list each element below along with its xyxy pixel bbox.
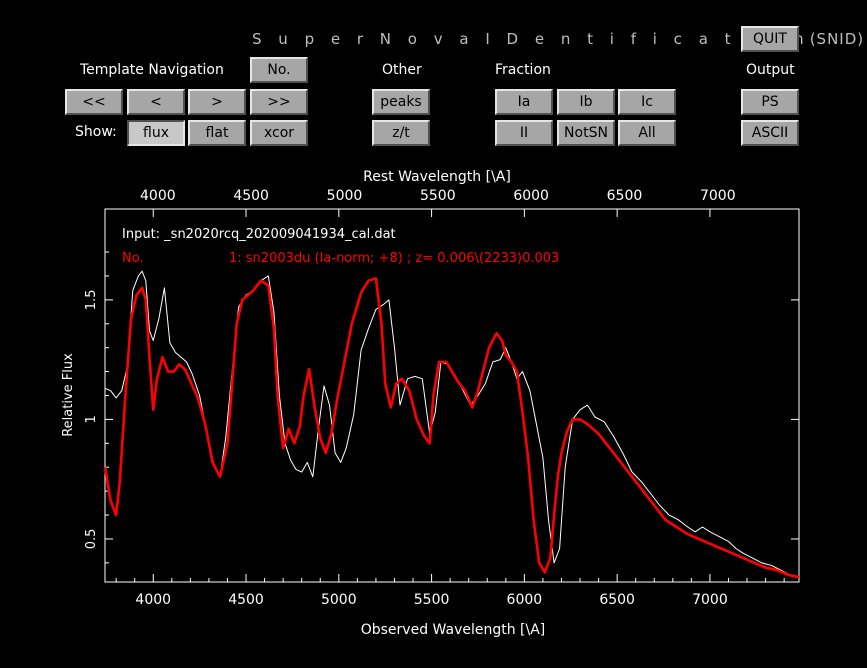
quit-button[interactable]: QUIT	[741, 26, 799, 52]
fraction-notsn-button[interactable]: NotSN	[557, 120, 615, 146]
fraction-ic-button[interactable]: Ic	[618, 89, 676, 115]
y-tick-label: 1	[84, 415, 99, 423]
show-flat-button[interactable]: flat	[188, 120, 246, 146]
next-template-button[interactable]: >	[188, 89, 246, 115]
rest-wavelength-label: Rest Wavelength [\A]	[363, 169, 511, 185]
first-template-button[interactable]: <<	[65, 89, 123, 115]
show-label: Show:	[75, 124, 117, 140]
x-tick-label: 6000	[507, 592, 543, 608]
fraction-ia-button[interactable]: Ia	[495, 89, 553, 115]
rest-tick-label: 4000	[140, 188, 176, 204]
show-flux-button[interactable]: flux	[127, 120, 185, 146]
previous-template-button[interactable]: <	[127, 89, 185, 115]
x-tick-label: 5500	[414, 592, 450, 608]
template-navigation-label: Template Navigation	[80, 62, 224, 78]
show-xcor-button[interactable]: xcor	[250, 120, 308, 146]
y-tick-label: 0.5	[84, 529, 99, 550]
app-title-suffix: (SNID)	[809, 30, 865, 48]
fraction-ib-button[interactable]: Ib	[557, 89, 615, 115]
x-tick-label: 4500	[228, 592, 264, 608]
fraction-ii-button[interactable]: II	[495, 120, 553, 146]
peaks-button[interactable]: peaks	[372, 89, 430, 115]
rest-tick-label: 6500	[607, 188, 643, 204]
fraction-label: Fraction	[495, 62, 551, 78]
output-ascii-button[interactable]: ASCII	[741, 120, 799, 146]
observed-wavelength-label: Observed Wavelength [\A]	[361, 622, 546, 638]
rest-tick-label: 4500	[233, 188, 269, 204]
rest-tick-label: 7000	[700, 188, 736, 204]
rest-tick-label: 5500	[420, 188, 456, 204]
output-label: Output	[746, 62, 795, 78]
last-template-button[interactable]: >>	[250, 89, 308, 115]
rest-tick-label: 6000	[513, 188, 549, 204]
app-title: S u p e r N o v a I D e n t i f i c a t …	[252, 30, 864, 48]
template-number-button[interactable]: No.	[250, 57, 308, 83]
x-tick-label: 7000	[692, 592, 728, 608]
x-tick-label: 5000	[321, 592, 357, 608]
rest-tick-label: 5000	[327, 188, 363, 204]
match-number-annotation: No.	[122, 251, 144, 266]
fraction-all-button[interactable]: All	[618, 120, 676, 146]
input-file-annotation: Input: _sn2020rcq_202009041934_cal.dat	[122, 227, 396, 242]
x-tick-label: 6500	[599, 592, 635, 608]
y-tick-label: 1.5	[84, 290, 99, 311]
app-title-text: S u p e r N o v a I D e n t i f i c a t …	[252, 30, 810, 48]
z-t-button[interactable]: z/t	[372, 120, 430, 146]
relative-flux-label: Relative Flux	[61, 353, 76, 437]
output-ps-button[interactable]: PS	[741, 89, 799, 115]
x-tick-label: 4000	[135, 592, 171, 608]
match-annotation: 1: sn2003du (Ia-norm; +8) ; z= 0.006\(22…	[229, 251, 559, 266]
input-spectrum-line	[104, 270, 800, 578]
template-fit-line	[103, 276, 800, 579]
other-label: Other	[382, 62, 422, 78]
